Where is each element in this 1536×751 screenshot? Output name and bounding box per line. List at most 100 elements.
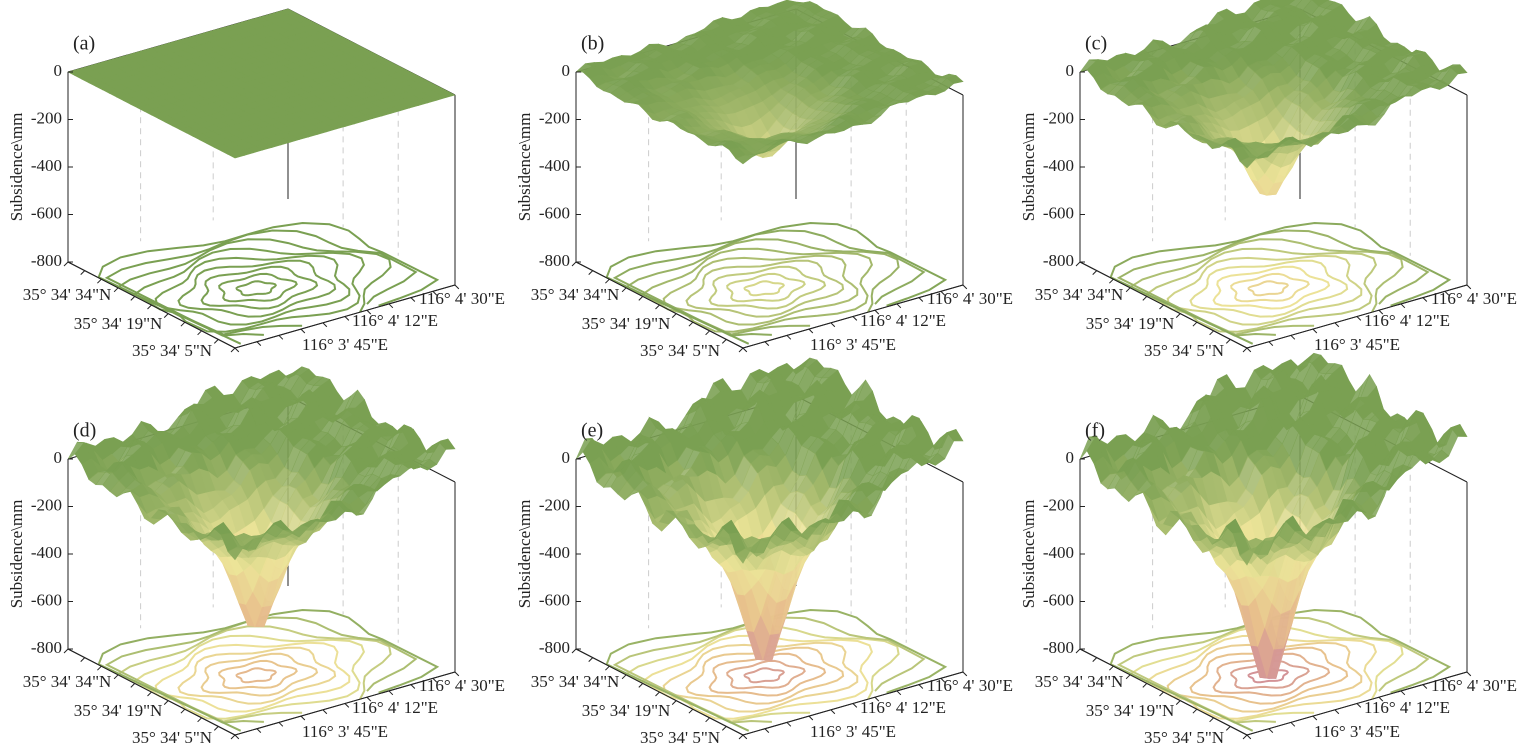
lat-tick <box>163 700 169 705</box>
z-tick-label: -200 <box>1043 108 1074 127</box>
lat-tick <box>97 278 102 284</box>
lon-tick <box>874 309 880 315</box>
lat-label: 35° 34' 34"N <box>531 672 620 691</box>
lon-tick <box>808 715 814 721</box>
lat-tick <box>621 287 627 293</box>
floor-contour <box>218 659 298 690</box>
lon-tick <box>1378 696 1384 702</box>
lon-label: 116° 4' 30"E <box>927 676 1013 695</box>
floor-contour <box>1247 280 1290 297</box>
lat-tick <box>1242 347 1248 353</box>
surface <box>67 366 456 628</box>
panel: 0 -200 -400 -600 -800 (d) Subsidence\mm 35° 34'… <box>7 366 505 747</box>
lon-tick <box>278 334 284 340</box>
floor-contour <box>1189 259 1349 318</box>
lon-tick <box>1444 677 1450 683</box>
lat-tick <box>655 691 660 697</box>
lon-tick <box>1334 709 1340 715</box>
floor-contour <box>708 265 827 310</box>
lon-tick <box>918 297 924 302</box>
z-tick-label: -200 <box>31 495 62 514</box>
lon-tick <box>1246 734 1252 740</box>
lon-tick <box>1444 290 1450 296</box>
lon-tick <box>322 709 328 715</box>
floor-contour <box>1212 265 1331 310</box>
lon-tick <box>388 303 394 309</box>
lat-tick <box>671 313 677 318</box>
lat-tick <box>63 648 69 654</box>
z-tick-label: -400 <box>539 543 570 562</box>
lon-tick <box>786 721 792 727</box>
lat-tick <box>1175 700 1181 705</box>
floor-contour <box>743 667 786 684</box>
surface <box>1079 352 1468 679</box>
lon-tick <box>1312 715 1318 721</box>
z-tick-label: 0 <box>562 61 571 80</box>
surface <box>1079 0 1468 196</box>
z-axis-label: Subsidence\mm <box>7 500 26 609</box>
lat-tick <box>571 261 577 267</box>
lat-tick <box>63 261 69 267</box>
lat-label: 35° 34' 34"N <box>1035 285 1124 304</box>
lat-tick <box>213 339 219 344</box>
z-tick-label: 0 <box>54 448 63 467</box>
z-tick-label: -600 <box>1043 203 1074 222</box>
lon-label: 116° 3' 45"E <box>810 722 896 741</box>
lat-tick <box>588 270 594 275</box>
z-axis-label: Subsidence\mm <box>1019 113 1038 222</box>
lat-tick <box>197 717 202 723</box>
lat-tick <box>113 674 119 680</box>
floor-contour <box>1109 221 1452 345</box>
lat-tick <box>1109 665 1114 671</box>
lat-label: 35° 34' 19"N <box>1086 701 1175 720</box>
lon-tick <box>896 303 902 309</box>
floor-contour <box>177 259 337 318</box>
floor-contour <box>97 608 440 732</box>
lon-tick <box>388 690 394 696</box>
lat-tick <box>230 734 236 740</box>
lon-label: 116° 4' 30"E <box>927 289 1013 308</box>
z-tick-label: -200 <box>539 108 570 127</box>
lat-tick <box>197 330 202 336</box>
floor-contour <box>200 652 319 697</box>
lon-tick <box>366 309 372 315</box>
lon-tick <box>234 734 240 740</box>
z-axis-label: Subsidence\mm <box>515 113 534 222</box>
floor-contour <box>154 641 351 713</box>
floor-contour <box>743 280 786 297</box>
lon-tick <box>366 696 372 702</box>
floor-contour <box>1166 641 1363 713</box>
floor-contour <box>726 272 806 303</box>
floor-contour <box>235 280 278 297</box>
lat-tick <box>1225 339 1231 344</box>
z-tick-label: -800 <box>31 251 62 270</box>
lon-tick <box>454 671 460 677</box>
lon-label: 116° 4' 12"E <box>352 311 438 330</box>
z-tick-label: -600 <box>1043 590 1074 609</box>
lon-tick <box>1356 703 1362 708</box>
lon-tick <box>1334 322 1340 328</box>
lat-tick <box>213 726 219 731</box>
lat-tick <box>1125 287 1131 293</box>
floor-contour <box>218 272 298 303</box>
lat-tick <box>180 708 186 714</box>
lat-label: 35° 34' 19"N <box>582 701 671 720</box>
lon-tick <box>918 684 924 689</box>
z-tick-label: -800 <box>539 638 570 657</box>
floor-contour <box>1145 634 1378 720</box>
z-tick-label: -400 <box>1043 156 1074 175</box>
lat-tick <box>705 717 710 723</box>
z-axis-label: Subsidence\mm <box>7 113 26 222</box>
lon-tick <box>1268 341 1274 346</box>
lon-label: 116° 4' 12"E <box>860 311 946 330</box>
lat-tick <box>130 683 136 688</box>
lon-tick <box>742 347 748 353</box>
lon-tick <box>764 728 770 733</box>
z-axis-label: Subsidence\mm <box>1019 500 1038 609</box>
lat-tick <box>605 278 610 284</box>
floor-contour <box>97 221 440 345</box>
lon-tick <box>1290 334 1296 340</box>
lon-tick <box>410 684 416 689</box>
panel-label: (d) <box>73 420 96 442</box>
lon-tick <box>1400 303 1406 309</box>
